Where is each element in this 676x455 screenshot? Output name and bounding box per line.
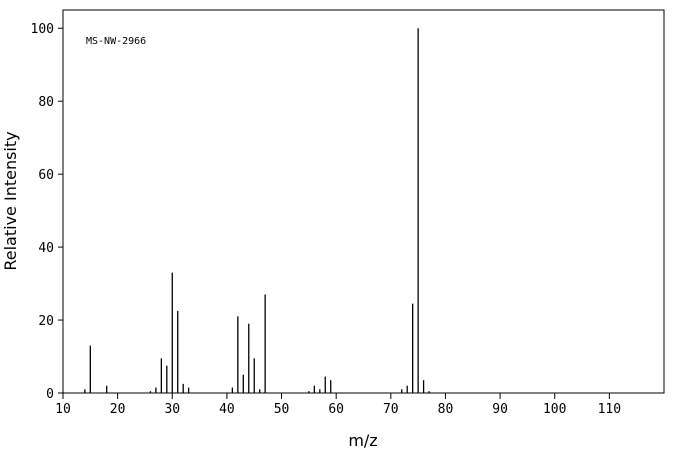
y-axis-title: Relative Intensity xyxy=(1,131,20,270)
x-tick-label: 70 xyxy=(383,402,399,417)
x-tick-label: 90 xyxy=(492,402,508,417)
y-tick-label: 40 xyxy=(38,241,54,256)
x-tick-label: 40 xyxy=(219,402,235,417)
y-tick-label: 20 xyxy=(38,314,54,329)
y-tick-label: 0 xyxy=(46,387,54,402)
x-tick-label: 60 xyxy=(328,402,344,417)
y-tick-label: 80 xyxy=(38,95,54,110)
y-tick-label: 60 xyxy=(38,168,54,183)
x-tick-label: 80 xyxy=(438,402,454,417)
plot-frame xyxy=(62,9,665,394)
x-axis-title: m/z xyxy=(348,431,377,450)
x-tick-label: 50 xyxy=(274,402,290,417)
x-tick-label: 10 xyxy=(55,402,71,417)
annotation: MS-NW-2966 xyxy=(86,36,146,47)
x-tick-label: 110 xyxy=(598,402,621,417)
x-tick-label: 100 xyxy=(543,402,566,417)
x-tick-label: 20 xyxy=(110,402,126,417)
y-tick-label: 100 xyxy=(31,22,54,37)
x-tick-label: 30 xyxy=(164,402,180,417)
